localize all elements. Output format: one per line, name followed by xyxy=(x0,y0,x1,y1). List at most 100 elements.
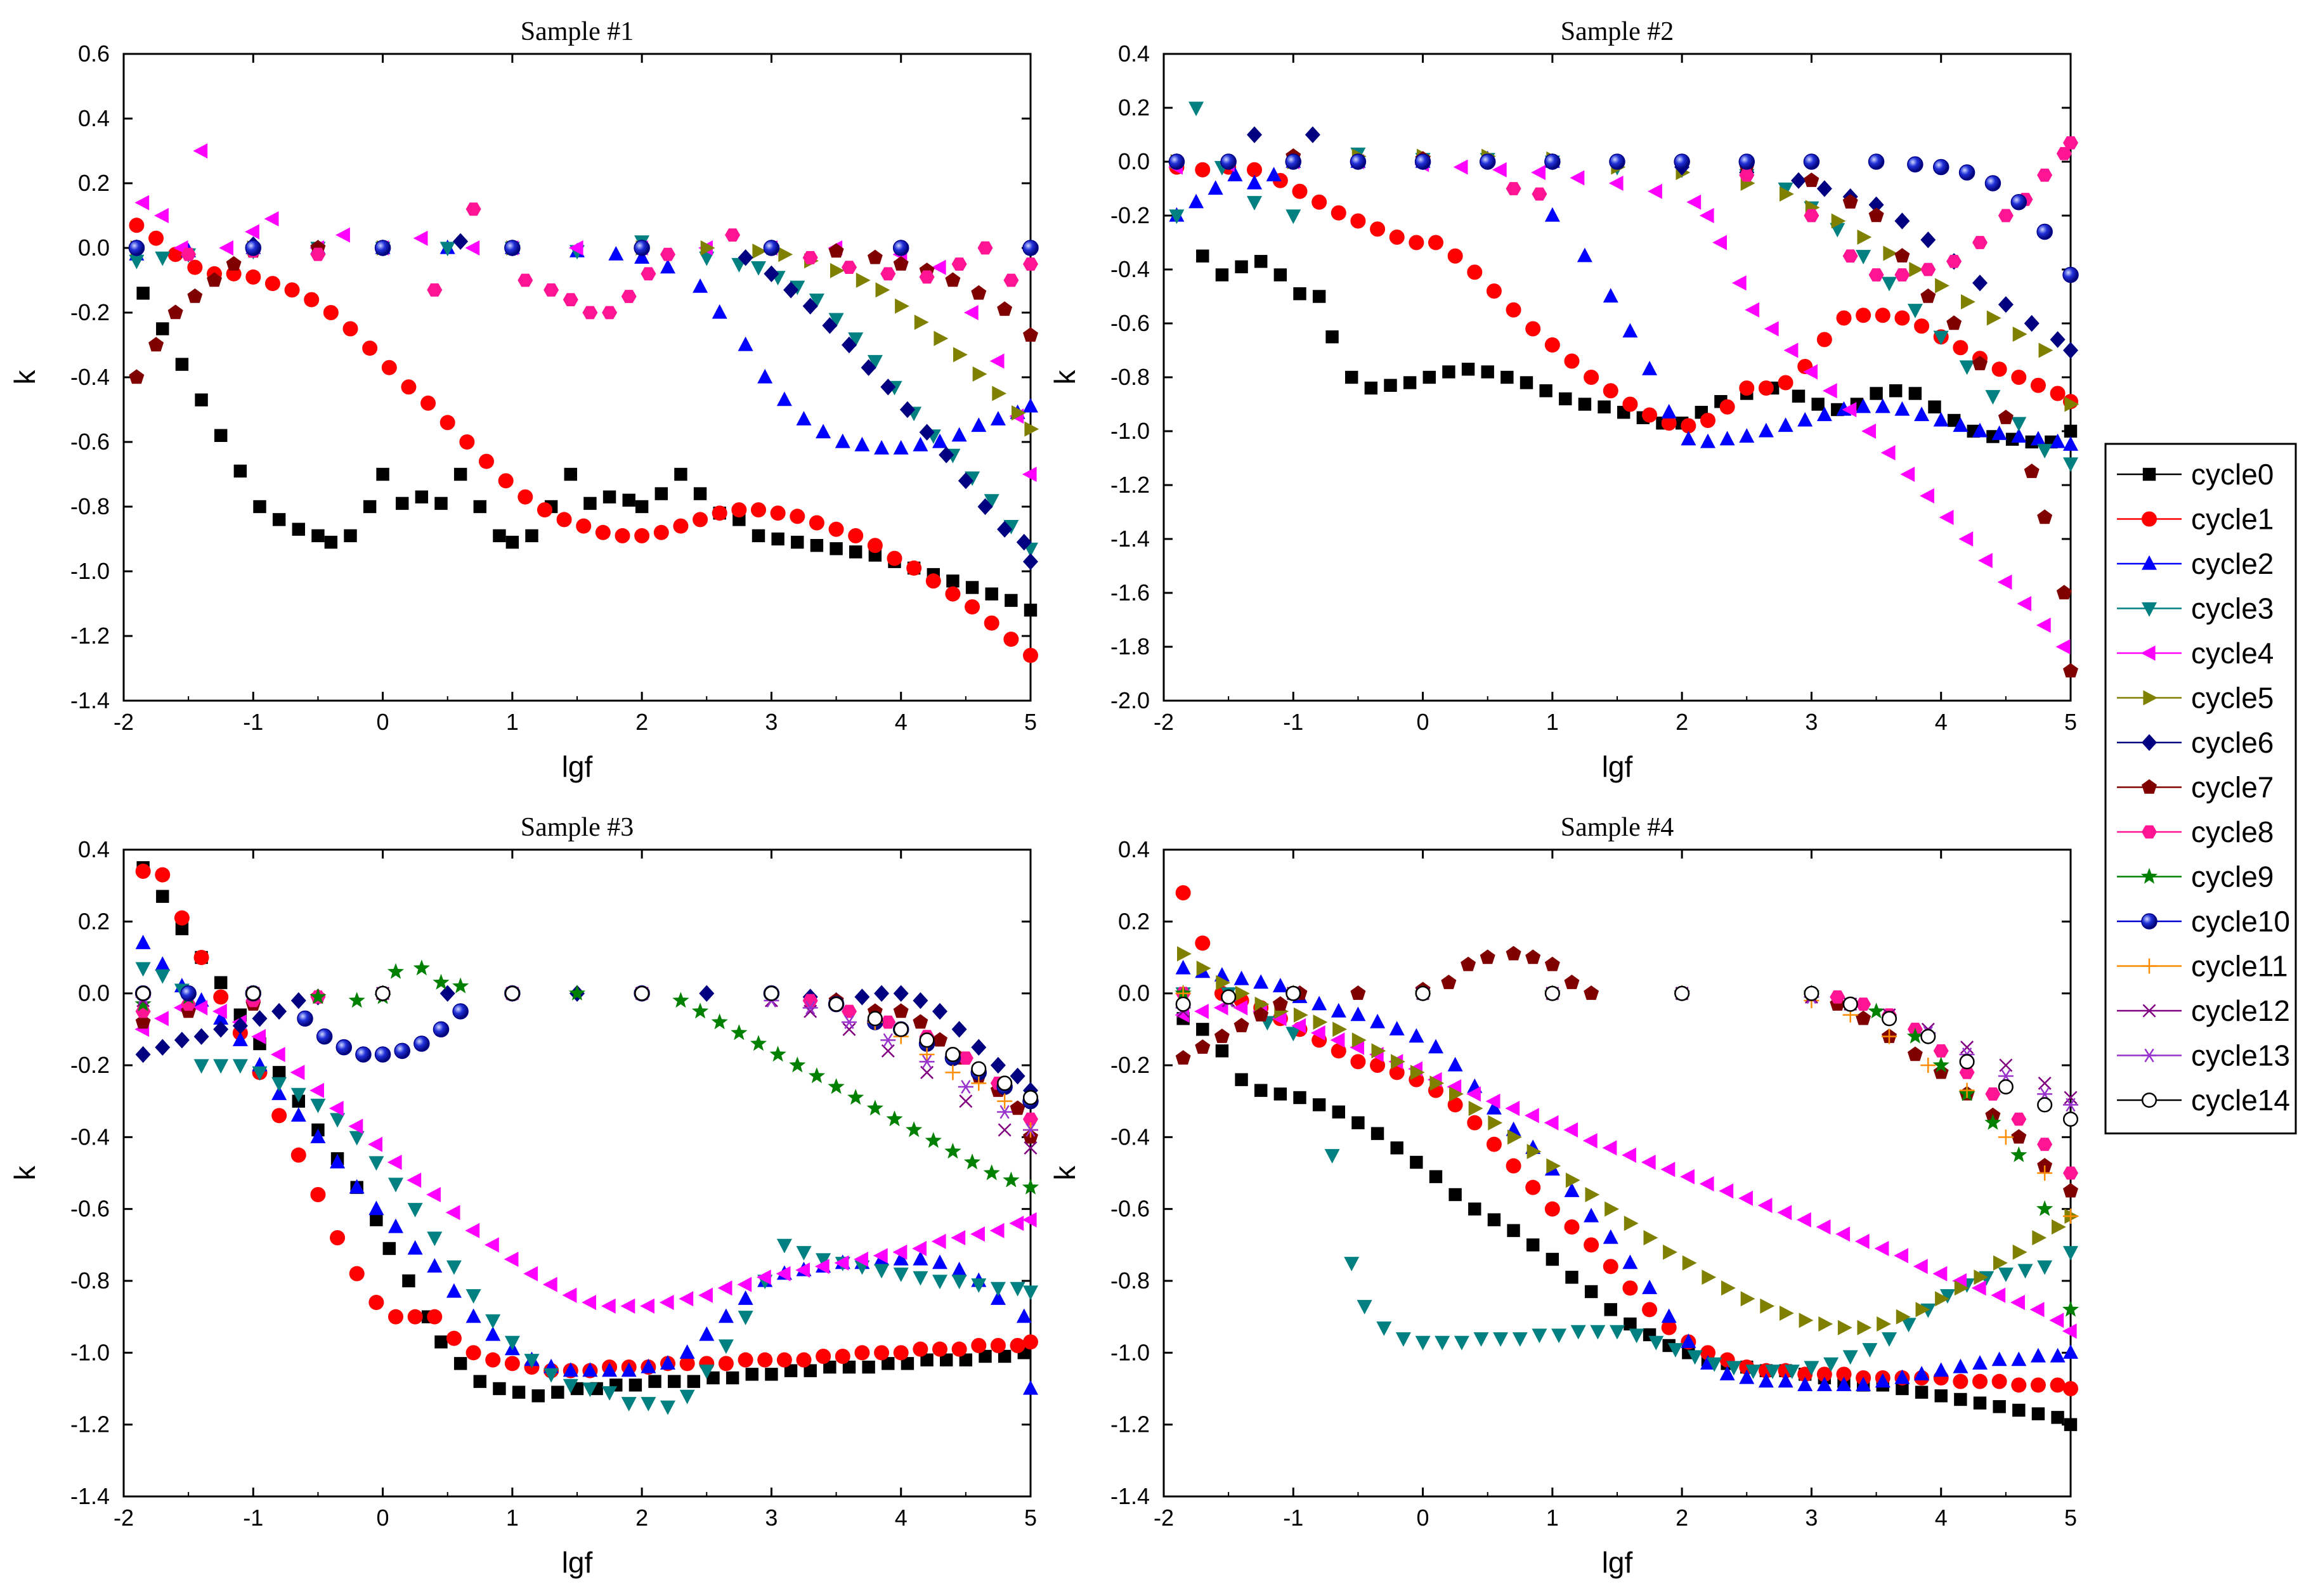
data-point-cycle6 xyxy=(893,985,909,1002)
data-point-cycle2 xyxy=(2063,436,2078,451)
data-point-cycle2 xyxy=(913,1250,928,1266)
data-point-cycle1 xyxy=(809,515,824,531)
data-point-cycle1 xyxy=(1739,380,1755,396)
data-point-cycle9 xyxy=(1984,1113,2001,1130)
data-point-cycle2 xyxy=(1233,970,1249,985)
data-point-cycle0 xyxy=(1196,1023,1209,1036)
data-point-cycle0 xyxy=(214,976,228,989)
data-point-cycle5 xyxy=(1702,1269,1717,1285)
data-point-cycle0 xyxy=(940,1353,953,1366)
data-point-cycle0 xyxy=(1915,1385,1929,1399)
x-tick-label: -1 xyxy=(243,1505,263,1531)
data-point-cycle2 xyxy=(893,1250,909,1266)
legend-marker-cycle7 xyxy=(2142,779,2157,794)
data-point-cycle4 xyxy=(2055,639,2071,654)
data-point-cycle5 xyxy=(914,315,929,330)
data-point-cycle5 xyxy=(875,282,890,298)
data-point-cycle4 xyxy=(1731,275,1747,291)
data-point-cycle2 xyxy=(582,1362,598,1377)
data-point-cycle1 xyxy=(284,282,300,298)
data-point-cycle4 xyxy=(2062,1323,2077,1339)
data-point-cycle7 xyxy=(1350,985,1366,1000)
data-point-cycle8 xyxy=(1842,249,1858,263)
data-point-cycle4 xyxy=(1816,1219,1831,1235)
data-point-cycle5 xyxy=(1235,985,1250,1001)
data-point-cycle12 xyxy=(920,1065,934,1079)
x-tick-label: 0 xyxy=(377,709,389,735)
data-point-cycle0 xyxy=(1312,290,1326,303)
legend-marker-cycle11 xyxy=(2142,958,2157,974)
legend-marker-cycle8 xyxy=(2142,825,2157,839)
data-point-cycle13 xyxy=(2063,1098,2078,1112)
x-axis-label: lgf xyxy=(562,1546,593,1579)
data-point-cycle2 xyxy=(932,433,947,448)
legend-label: cycle3 xyxy=(2191,592,2274,625)
data-point-cycle8 xyxy=(1894,268,1910,282)
data-point-cycle4 xyxy=(1738,1190,1753,1206)
data-point-cycle3 xyxy=(1648,1335,1664,1351)
data-point-cycle8 xyxy=(1856,997,1871,1011)
data-point-cycle1 xyxy=(1370,221,1386,237)
data-point-cycle8 xyxy=(563,293,578,306)
data-point-cycle4 xyxy=(834,1255,849,1271)
legend-marker-cycle3 xyxy=(2142,602,2157,617)
data-point-cycle1 xyxy=(213,989,229,1005)
data-point-cycle3 xyxy=(1169,209,1185,224)
data-point-cycle4 xyxy=(1880,445,1896,460)
series-cycle4 xyxy=(134,1000,1037,1314)
data-point-cycle5 xyxy=(1604,1201,1619,1217)
data-point-cycle10 xyxy=(1479,153,1496,170)
data-point-cycle9 xyxy=(963,1153,981,1170)
x-tick-label: 1 xyxy=(1546,709,1559,735)
data-point-cycle3 xyxy=(1667,1343,1683,1358)
chart-title: Sample #4 xyxy=(1561,813,1674,842)
data-point-cycle3 xyxy=(349,1131,365,1146)
data-point-cycle5 xyxy=(1935,1291,1949,1307)
data-point-cycle1 xyxy=(1836,1366,1852,1382)
data-point-cycle4 xyxy=(568,240,583,256)
data-point-cycle4 xyxy=(562,1287,577,1303)
data-point-cycle0 xyxy=(453,467,467,481)
data-point-cycle0 xyxy=(1889,384,1903,398)
data-point-cycle3 xyxy=(1415,1335,1431,1351)
data-point-cycle2 xyxy=(1797,412,1813,427)
data-point-cycle4 xyxy=(814,1259,830,1275)
data-point-cycle2 xyxy=(932,1254,947,1269)
data-point-cycle8 xyxy=(958,1051,973,1065)
data-point-cycle8 xyxy=(1830,990,1845,1004)
data-point-cycle2 xyxy=(446,1283,462,1298)
data-point-cycle9 xyxy=(2062,1301,2079,1317)
data-point-cycle3 xyxy=(1473,1332,1489,1347)
y-tick-label: -0.4 xyxy=(70,1124,110,1150)
data-point-cycle5 xyxy=(1896,1309,1911,1325)
data-point-cycle0 xyxy=(1792,389,1806,403)
data-point-cycle2 xyxy=(427,1258,443,1273)
data-point-cycle3 xyxy=(563,1379,578,1394)
series-layer xyxy=(134,861,1039,1415)
data-point-cycle0 xyxy=(136,287,150,300)
y-axis-label: k xyxy=(8,370,41,385)
data-point-cycle10 xyxy=(1907,156,1923,172)
data-point-cycle6 xyxy=(822,317,838,334)
data-point-cycle1 xyxy=(155,867,171,883)
data-point-cycle2 xyxy=(1577,247,1592,263)
data-point-cycle1 xyxy=(2011,1377,2027,1393)
x-tick-label: 2 xyxy=(1676,1505,1688,1531)
data-point-cycle4 xyxy=(1783,342,1799,358)
data-point-cycle3 xyxy=(2011,417,2027,432)
series-cycle5 xyxy=(1170,148,2079,412)
data-point-cycle3 xyxy=(543,1368,559,1383)
data-point-cycle1 xyxy=(446,1330,462,1346)
data-point-cycle0 xyxy=(531,1389,545,1403)
data-point-cycle4 xyxy=(290,1065,305,1080)
data-point-cycle1 xyxy=(1584,1237,1599,1253)
data-point-cycle2 xyxy=(1370,1013,1386,1028)
data-point-cycle7 xyxy=(1998,410,2014,424)
data-point-cycle14 xyxy=(1998,1079,2014,1095)
data-point-cycle2 xyxy=(1816,406,1832,422)
data-point-cycle1 xyxy=(1972,1373,1988,1389)
data-point-cycle1 xyxy=(1525,321,1541,337)
data-point-cycle1 xyxy=(1350,1054,1366,1070)
data-point-cycle8 xyxy=(1985,1087,2001,1101)
data-point-cycle4 xyxy=(426,1187,441,1202)
